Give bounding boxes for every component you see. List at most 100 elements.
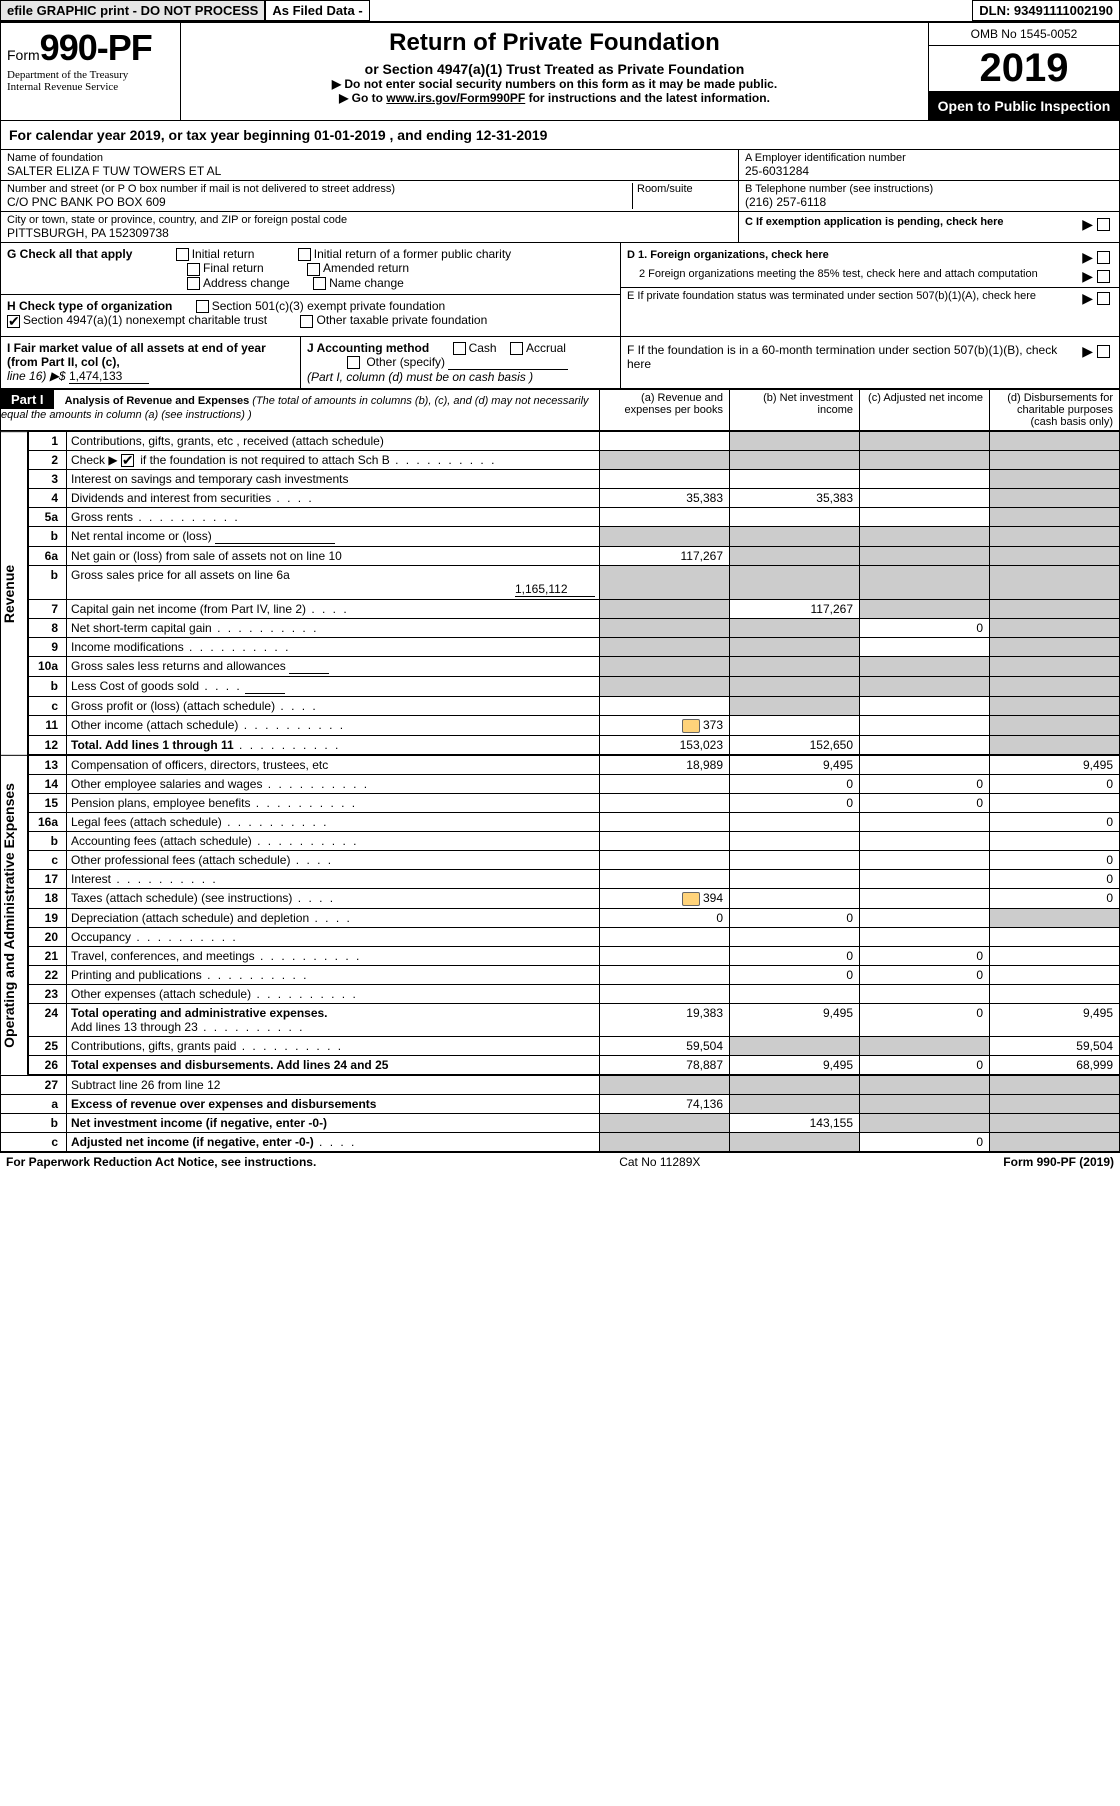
amt-a: 373 [703,718,723,732]
form-subtitle-2: ▶ Do not enter social security numbers o… [191,77,918,91]
city-value: PITTSBURGH, PA 152309738 [7,226,732,240]
c-label: C If exemption application is pending, c… [745,216,1004,228]
expenses-table: 13Compensation of officers, directors, t… [28,755,1120,1075]
summary-table: 27Subtract line 26 from line 12 aExcess … [0,1075,1120,1152]
dln-label: DLN: 93491111002190 [972,0,1120,21]
e-label: E If private foundation status was termi… [627,290,1078,302]
arrow-icon: ▶ [1082,249,1093,266]
amt-b: 117,267 [730,600,860,619]
row-num: c [1,1132,67,1151]
row-desc: Net short-term capital gain [71,621,212,635]
row-desc: Other employee salaries and wages [71,777,262,791]
row-num: b [29,527,67,547]
row-num: 11 [29,716,67,736]
row-desc-2: Add lines 13 through 23 [71,1020,198,1034]
col-c-header: (c) Adjusted net income [860,389,990,430]
h-4947-checkbox[interactable] [7,315,20,328]
j-other: Other (specify) [366,355,445,369]
amt-b: 9,495 [730,756,860,775]
amt-b: 0 [730,775,860,794]
i-line: line 16) ▶$ [7,369,66,383]
row-desc: Net investment income (if negative, ente… [71,1116,327,1130]
j-cash-checkbox[interactable] [453,342,466,355]
amt-d: 9,495 [990,1003,1120,1036]
revenue-table: 1Contributions, gifts, grants, etc , rec… [28,431,1120,755]
d2-checkbox[interactable] [1097,270,1110,283]
gross-sales-value: 1,165,112 [515,582,595,597]
calendar-year-line: For calendar year 2019, or tax year begi… [0,121,1120,150]
row-desc: Check ▶ [71,453,121,467]
attachment-icon[interactable] [682,892,700,906]
row-num: c [29,851,67,870]
amt-b: 9,495 [730,1003,860,1036]
g-final-checkbox[interactable] [187,263,200,276]
j-cash: Cash [469,341,497,355]
f-label: F If the foundation is in a 60-month ter… [627,343,1078,371]
g-amended-checkbox[interactable] [307,263,320,276]
amt-c: 0 [860,794,990,813]
f-checkbox[interactable] [1097,345,1110,358]
amt-c: 0 [860,965,990,984]
revenue-sidebar: Revenue [0,431,28,755]
amt-c: 0 [860,1132,990,1151]
h-opt-3: Other taxable private foundation [316,313,487,327]
row-num: b [1,1113,67,1132]
g-address-checkbox[interactable] [187,277,200,290]
row-num: 20 [29,927,67,946]
efile-header: efile GRAPHIC print - DO NOT PROCESS As … [0,0,1120,22]
d1-checkbox[interactable] [1097,251,1110,264]
j-other-checkbox[interactable] [347,356,360,369]
c-checkbox[interactable] [1097,218,1110,231]
row-num: 10a [29,657,67,677]
row-num: 15 [29,794,67,813]
row-num: 27 [1,1075,67,1094]
tax-year: 2019 [929,46,1119,92]
d2-label: 2 Foreign organizations meeting the 85% … [627,268,1078,280]
g-opt-3: Amended return [323,261,409,275]
ein-value: 25-6031284 [745,164,1113,178]
amt-d: 9,495 [990,756,1120,775]
row-num: 1 [29,431,67,450]
amt-b: 152,650 [730,736,860,755]
j-accrual-checkbox[interactable] [510,342,523,355]
h-other-checkbox[interactable] [300,315,313,328]
col-b-header: (b) Net investment income [730,389,860,430]
row-desc-2: if the foundation is not required to att… [137,453,390,467]
g-opt-4: Address change [203,276,290,290]
amt-a: 0 [600,908,730,927]
row-desc: Net gain or (loss) from sale of assets n… [71,549,342,563]
row-num: b [29,832,67,851]
row-num: 25 [29,1036,67,1055]
amt-b: 35,383 [730,489,860,508]
irs-link[interactable]: www.irs.gov/Form990PF [386,91,525,105]
attachment-icon[interactable] [682,719,700,733]
sch-b-checkbox[interactable] [121,454,134,467]
h-opt-2: Section 4947(a)(1) nonexempt charitable … [23,313,267,327]
amt-d: 0 [990,775,1120,794]
row-desc: Dividends and interest from securities [71,491,271,505]
g-initial-former-checkbox[interactable] [298,248,311,261]
row-num: 14 [29,775,67,794]
amt-a: 78,887 [600,1055,730,1074]
g-opt-5: Name change [329,276,404,290]
e-checkbox[interactable] [1097,292,1110,305]
footer-left: For Paperwork Reduction Act Notice, see … [6,1155,316,1169]
part1-header-table: Part I Analysis of Revenue and Expenses … [0,389,1120,431]
form-header: Form990-PF Department of the Treasury In… [0,22,1120,121]
col-a-header: (a) Revenue and expenses per books [600,389,730,430]
phone-value: (216) 257-6118 [745,195,1113,209]
row-num: 2 [29,450,67,469]
row-desc: Accounting fees (attach schedule) [71,834,252,848]
amt-d: 0 [990,851,1120,870]
phone-label: B Telephone number (see instructions) [745,183,1113,195]
omb-number: OMB No 1545-0052 [929,23,1119,46]
h-label: H Check type of organization [7,299,172,313]
amt-a: 35,383 [600,489,730,508]
row-num: 3 [29,470,67,489]
h-501c3-checkbox[interactable] [196,300,209,313]
row-num: 7 [29,600,67,619]
g-initial-checkbox[interactable] [176,248,189,261]
g-name-checkbox[interactable] [313,277,326,290]
amt-a: 394 [703,891,723,905]
amt-c: 0 [860,946,990,965]
